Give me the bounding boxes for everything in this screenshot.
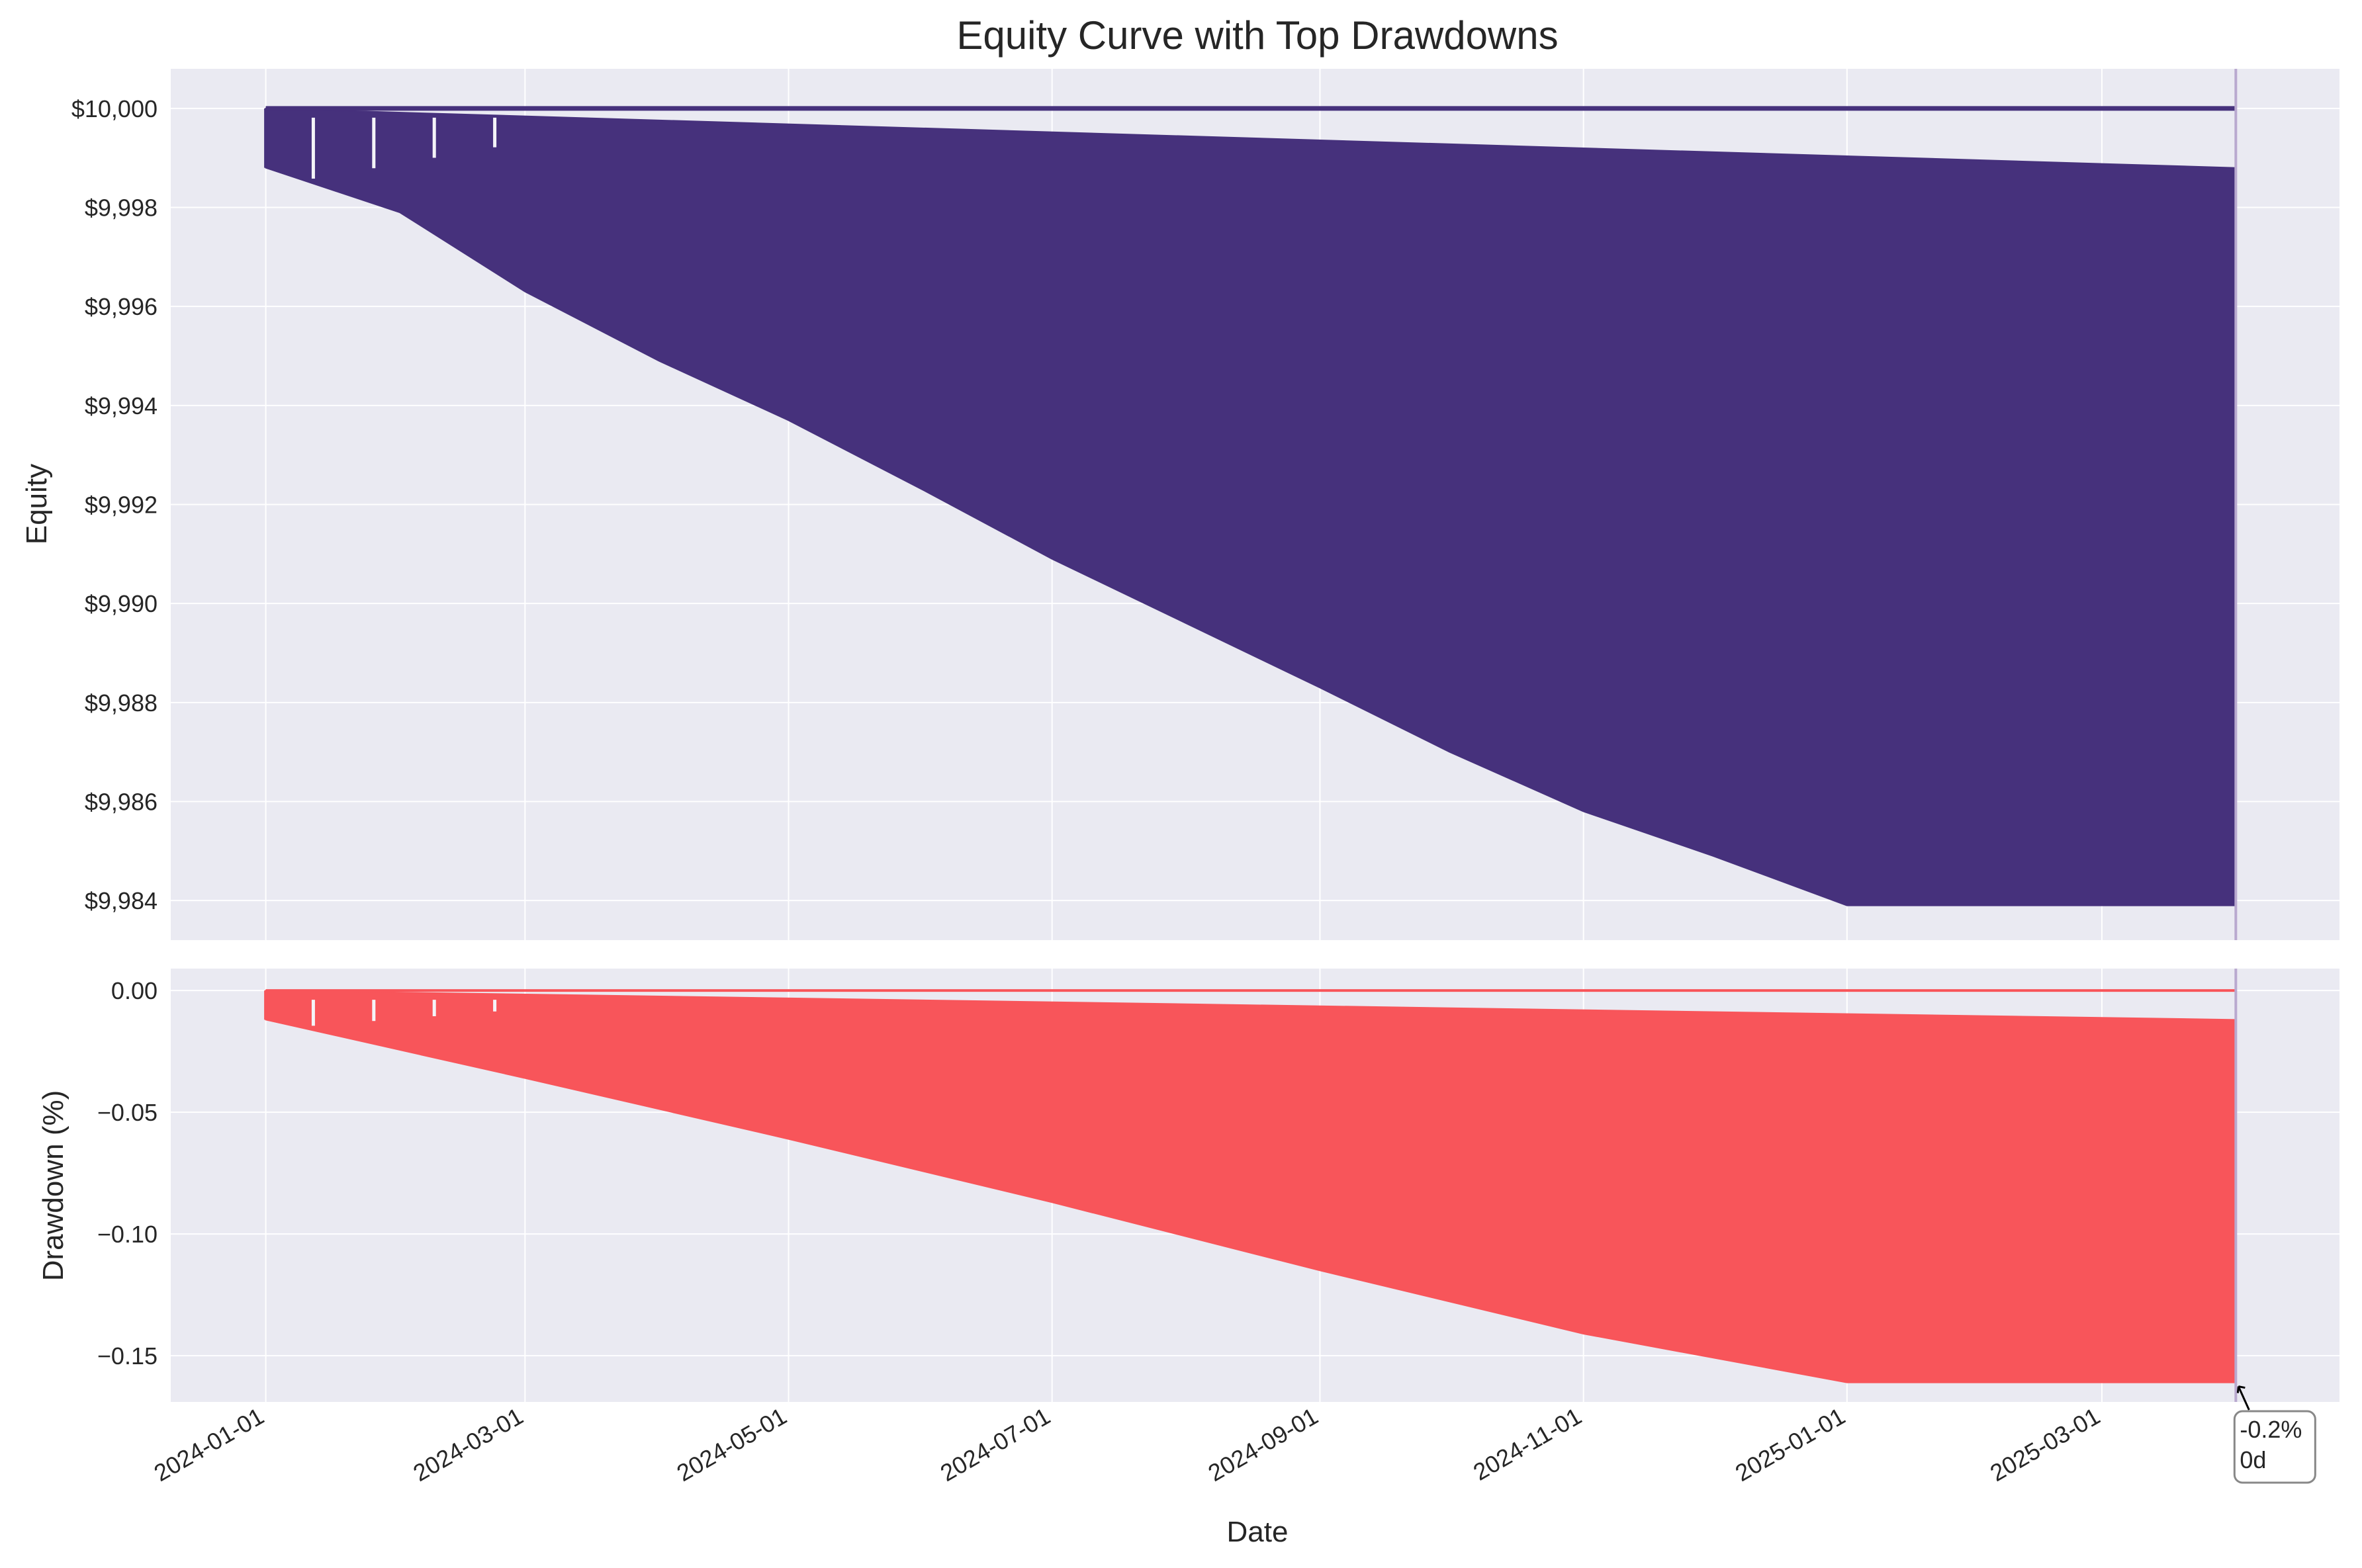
drawdown-y-tick-label: −0.05 [97, 1099, 158, 1126]
drawdown-y-tick-label: −0.15 [97, 1342, 158, 1370]
annotation-arrow [2236, 1385, 2250, 1411]
annotation-text-duration: 0d [2240, 1446, 2266, 1473]
equity-band-area [265, 107, 2237, 906]
equity-y-tick-label: $9,988 [85, 689, 158, 717]
x-tick-label: 2024-05-01 [672, 1402, 792, 1487]
equity-y-tick-label: $9,994 [85, 392, 158, 419]
date-x-tick-labels: 2024-01-01 2024-03-01 2024-05-01 2024-07-01… [150, 1402, 2105, 1487]
equity-y-tick-labels: $10,000 $9,998 $9,996 $9,994 $9,992 $9,990 $9,… [71, 95, 158, 914]
drawdown-panel: 0.00 −0.05 −0.10 −0.15 2024-01-01 2024-03-01… [37, 969, 2339, 1548]
equity-y-tick-label: $9,996 [85, 293, 158, 320]
x-tick-label: 2024-01-01 [150, 1402, 269, 1487]
x-tick-label: 2025-03-01 [1985, 1402, 2105, 1487]
equity-panel: $10,000 $9,998 $9,996 $9,994 $9,992 $9,990 $9,… [21, 69, 2339, 940]
x-tick-label: 2024-03-01 [408, 1402, 527, 1487]
x-tick-label: 2025-01-01 [1731, 1402, 1850, 1487]
equity-y-tick-label: $9,992 [85, 492, 158, 519]
equity-y-tick-label: $10,000 [71, 95, 158, 122]
drawdown-y-tick-label: −0.10 [97, 1221, 158, 1248]
x-tick-label: 2024-07-01 [936, 1402, 1055, 1487]
x-tick-label: 2024-11-01 [1469, 1402, 1586, 1485]
equity-y-tick-label: $9,990 [85, 590, 158, 617]
equity-y-tick-label: $9,998 [85, 195, 158, 222]
equity-y-axis-label: Equity [21, 464, 53, 544]
drawdown-y-axis-label: Drawdown (%) [37, 1090, 69, 1282]
chart-title: Equity Curve with Top Drawdowns [956, 13, 1558, 58]
x-axis-label: Date [1227, 1516, 1289, 1548]
annotation-box [2233, 1410, 2316, 1484]
drawdown-annotation: -0.2% 0d [2233, 1385, 2316, 1484]
x-tick-label: 2024-09-01 [1203, 1402, 1322, 1487]
drawdown-y-tick-label: 0.00 [111, 977, 158, 1004]
equity-series [264, 69, 2238, 940]
drawdown-series [264, 969, 2238, 1402]
equity-y-tick-label: $9,986 [85, 788, 158, 815]
annotation-text-value: -0.2% [2240, 1416, 2302, 1443]
equity-y-tick-label: $9,984 [85, 887, 158, 914]
drawdown-y-tick-labels: 0.00 −0.05 −0.10 −0.15 [97, 977, 158, 1370]
